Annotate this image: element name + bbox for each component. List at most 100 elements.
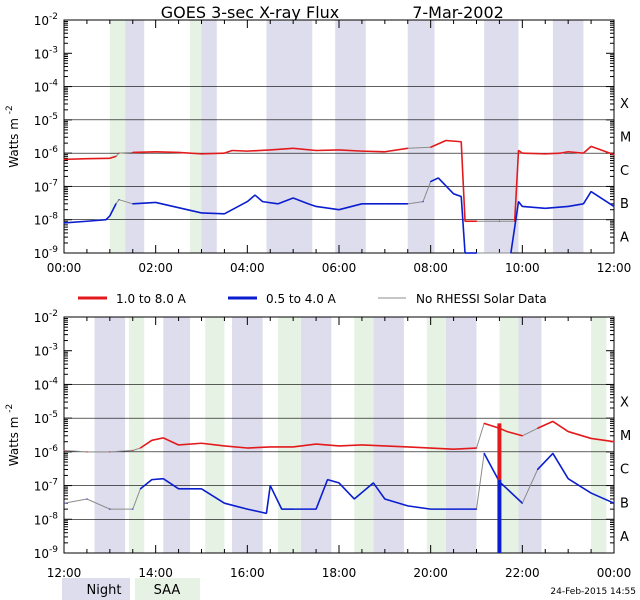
short-channel-segment	[315, 205, 340, 211]
short-channel-segment	[63, 220, 87, 224]
data-point	[445, 139, 447, 142]
data-point	[483, 452, 485, 454]
flare-class-label: M	[620, 429, 631, 444]
data-point	[223, 152, 226, 154]
night-band	[335, 20, 366, 253]
data-point	[315, 508, 317, 510]
y-tick-label: 10-7	[34, 478, 58, 494]
chart-date: 7-Mar-2002	[412, 3, 504, 22]
data-point	[265, 512, 268, 514]
legend-blue-label: 0.5 to 4.0 A	[266, 292, 337, 306]
data-point	[292, 147, 294, 149]
data-point	[567, 430, 569, 433]
data-point	[63, 449, 65, 452]
data-point	[109, 508, 111, 510]
long-channel-segment	[247, 446, 271, 449]
data-point	[582, 203, 585, 205]
saa-band	[591, 317, 607, 553]
data-point	[118, 199, 120, 201]
data-point	[105, 219, 107, 221]
data-point	[384, 498, 386, 500]
y-tick-label: 10-6	[34, 444, 59, 460]
long-channel-segment	[224, 149, 233, 154]
night-legend-label: Night	[87, 583, 122, 598]
night-band	[94, 317, 126, 553]
long-channel-segment	[430, 139, 447, 149]
data-point	[246, 508, 248, 510]
data-point	[452, 508, 455, 510]
short-channel-segment	[178, 206, 202, 214]
data-point	[430, 146, 432, 148]
data-point	[460, 141, 462, 143]
data-point	[475, 508, 478, 510]
data-point	[63, 158, 65, 160]
data-point	[552, 452, 554, 454]
short-channel-segment	[247, 508, 267, 515]
short-channel-segment	[476, 453, 485, 510]
long-channel-segment	[545, 152, 561, 155]
night-band	[125, 20, 145, 253]
short-channel-segment	[224, 502, 248, 510]
data-point	[115, 203, 117, 205]
x-tick-label: 12:00	[597, 261, 632, 275]
y-tick-label: 10-8	[34, 212, 59, 228]
data-point	[353, 498, 355, 500]
saa-band	[205, 317, 225, 553]
data-point	[521, 205, 523, 208]
data-point	[246, 150, 248, 152]
data-point	[582, 152, 585, 154]
long-channel-segment	[109, 449, 133, 453]
night-band	[163, 317, 191, 553]
short-channel-segment	[568, 203, 584, 208]
saa-legend-label: SAA	[154, 583, 181, 598]
x-tick-label: 18:00	[322, 566, 357, 580]
long-channel-segment	[453, 447, 477, 450]
flare-class-label: C	[620, 463, 629, 478]
data-point	[315, 205, 317, 208]
long-channel-segment	[506, 430, 523, 437]
data-point	[464, 252, 466, 254]
data-point	[177, 444, 180, 446]
data-point	[200, 212, 203, 214]
long-channel-segment	[132, 150, 156, 154]
data-point	[151, 479, 153, 481]
short-channel-segment	[254, 194, 264, 203]
long-channel-segment	[361, 444, 385, 447]
short-channel-segment	[506, 488, 523, 504]
long-channel-segment	[201, 152, 225, 155]
y-tick-label: 10-9	[34, 245, 59, 261]
short-channel-segment	[430, 177, 439, 183]
long-channel-segment	[338, 444, 362, 447]
data-point	[590, 190, 592, 193]
data-point	[269, 484, 271, 487]
short-channel-segment	[521, 469, 539, 504]
y-tick-label: 10-7	[34, 178, 58, 194]
data-point	[506, 488, 508, 490]
long-channel-segment	[162, 437, 179, 446]
long-channel-segment	[568, 150, 584, 154]
data-point	[464, 220, 466, 222]
long-channel-segment	[407, 446, 431, 449]
long-channel-segment	[224, 445, 248, 449]
data-point	[590, 492, 592, 494]
x-tick-label: 00:00	[597, 566, 632, 580]
y-tick-label: 10-8	[34, 511, 59, 527]
data-point	[475, 252, 478, 254]
data-point	[475, 220, 478, 222]
short-channel-segment	[567, 478, 592, 494]
data-point	[552, 420, 554, 423]
short-channel-segment	[86, 498, 111, 510]
long-channel-segment	[232, 149, 248, 152]
night-band	[518, 317, 542, 553]
long-channel-segment	[460, 141, 466, 222]
long-channel-segment	[552, 420, 569, 433]
data-point	[315, 149, 317, 152]
night-band	[484, 20, 519, 253]
long-channel-segment	[384, 445, 408, 448]
flare-class-label: A	[620, 230, 629, 245]
short-channel-segment	[246, 194, 256, 203]
saa-band	[426, 317, 446, 553]
long-channel-segment	[247, 149, 271, 152]
data-point	[177, 207, 180, 209]
data-point	[109, 215, 111, 217]
